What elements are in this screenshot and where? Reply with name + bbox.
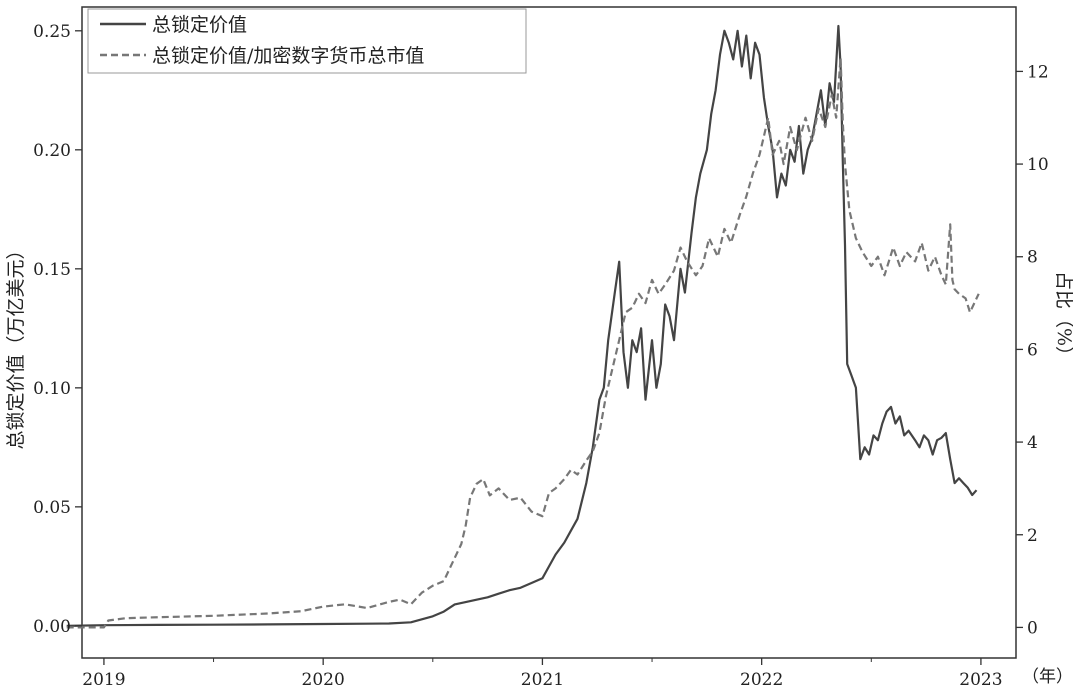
legend-label-tvl: 总锁定价值 (152, 14, 247, 36)
series-line-0 (66, 24, 978, 627)
legend-box (87, 8, 527, 74)
y2-tick-label: 6 (1027, 340, 1038, 360)
legend-label-ratio: 总锁定价值/加密数字货币总市值 (152, 45, 424, 67)
series-layer (66, 24, 980, 629)
y2-tick-label: 4 (1027, 433, 1038, 453)
axis-layer: 2019 2020 2021 2022 2023 0.00 0.05 0.10 0.15 0.20… (33, 22, 1049, 690)
y-tick-label: 0.15 (33, 260, 71, 280)
plot-frame (81, 6, 1017, 659)
y-tick-label: 0.10 (33, 379, 71, 399)
y2-tick-label: 12 (1027, 62, 1049, 82)
x-tick-label: 2022 (740, 670, 783, 690)
x-axis-label: （年） (1022, 667, 1073, 687)
legend: 总锁定价值 总锁定价值/加密数字货币总市值 (87, 8, 527, 74)
y-tick-label: 0.00 (33, 617, 71, 637)
y2-axis-label: 占比（%） (1053, 271, 1073, 365)
y2-tick-label: 0 (1027, 618, 1038, 638)
y-axis-label: 总锁定价值（万亿美元） (5, 240, 27, 449)
y2-tick-label: 10 (1027, 155, 1049, 175)
y-tick-label: 0.20 (33, 141, 71, 161)
x-tick-label: 2023 (959, 670, 1002, 690)
x-tick-label: 2020 (302, 670, 345, 690)
y-tick-label: 0.05 (33, 498, 71, 518)
series-line-1 (66, 56, 980, 629)
y2-tick-label: 8 (1027, 248, 1038, 268)
y-tick-label: 0.25 (33, 22, 71, 42)
x-tick-label: 2021 (521, 670, 564, 690)
y2-tick-label: 2 (1027, 526, 1038, 546)
x-tick-label: 2019 (82, 670, 125, 690)
